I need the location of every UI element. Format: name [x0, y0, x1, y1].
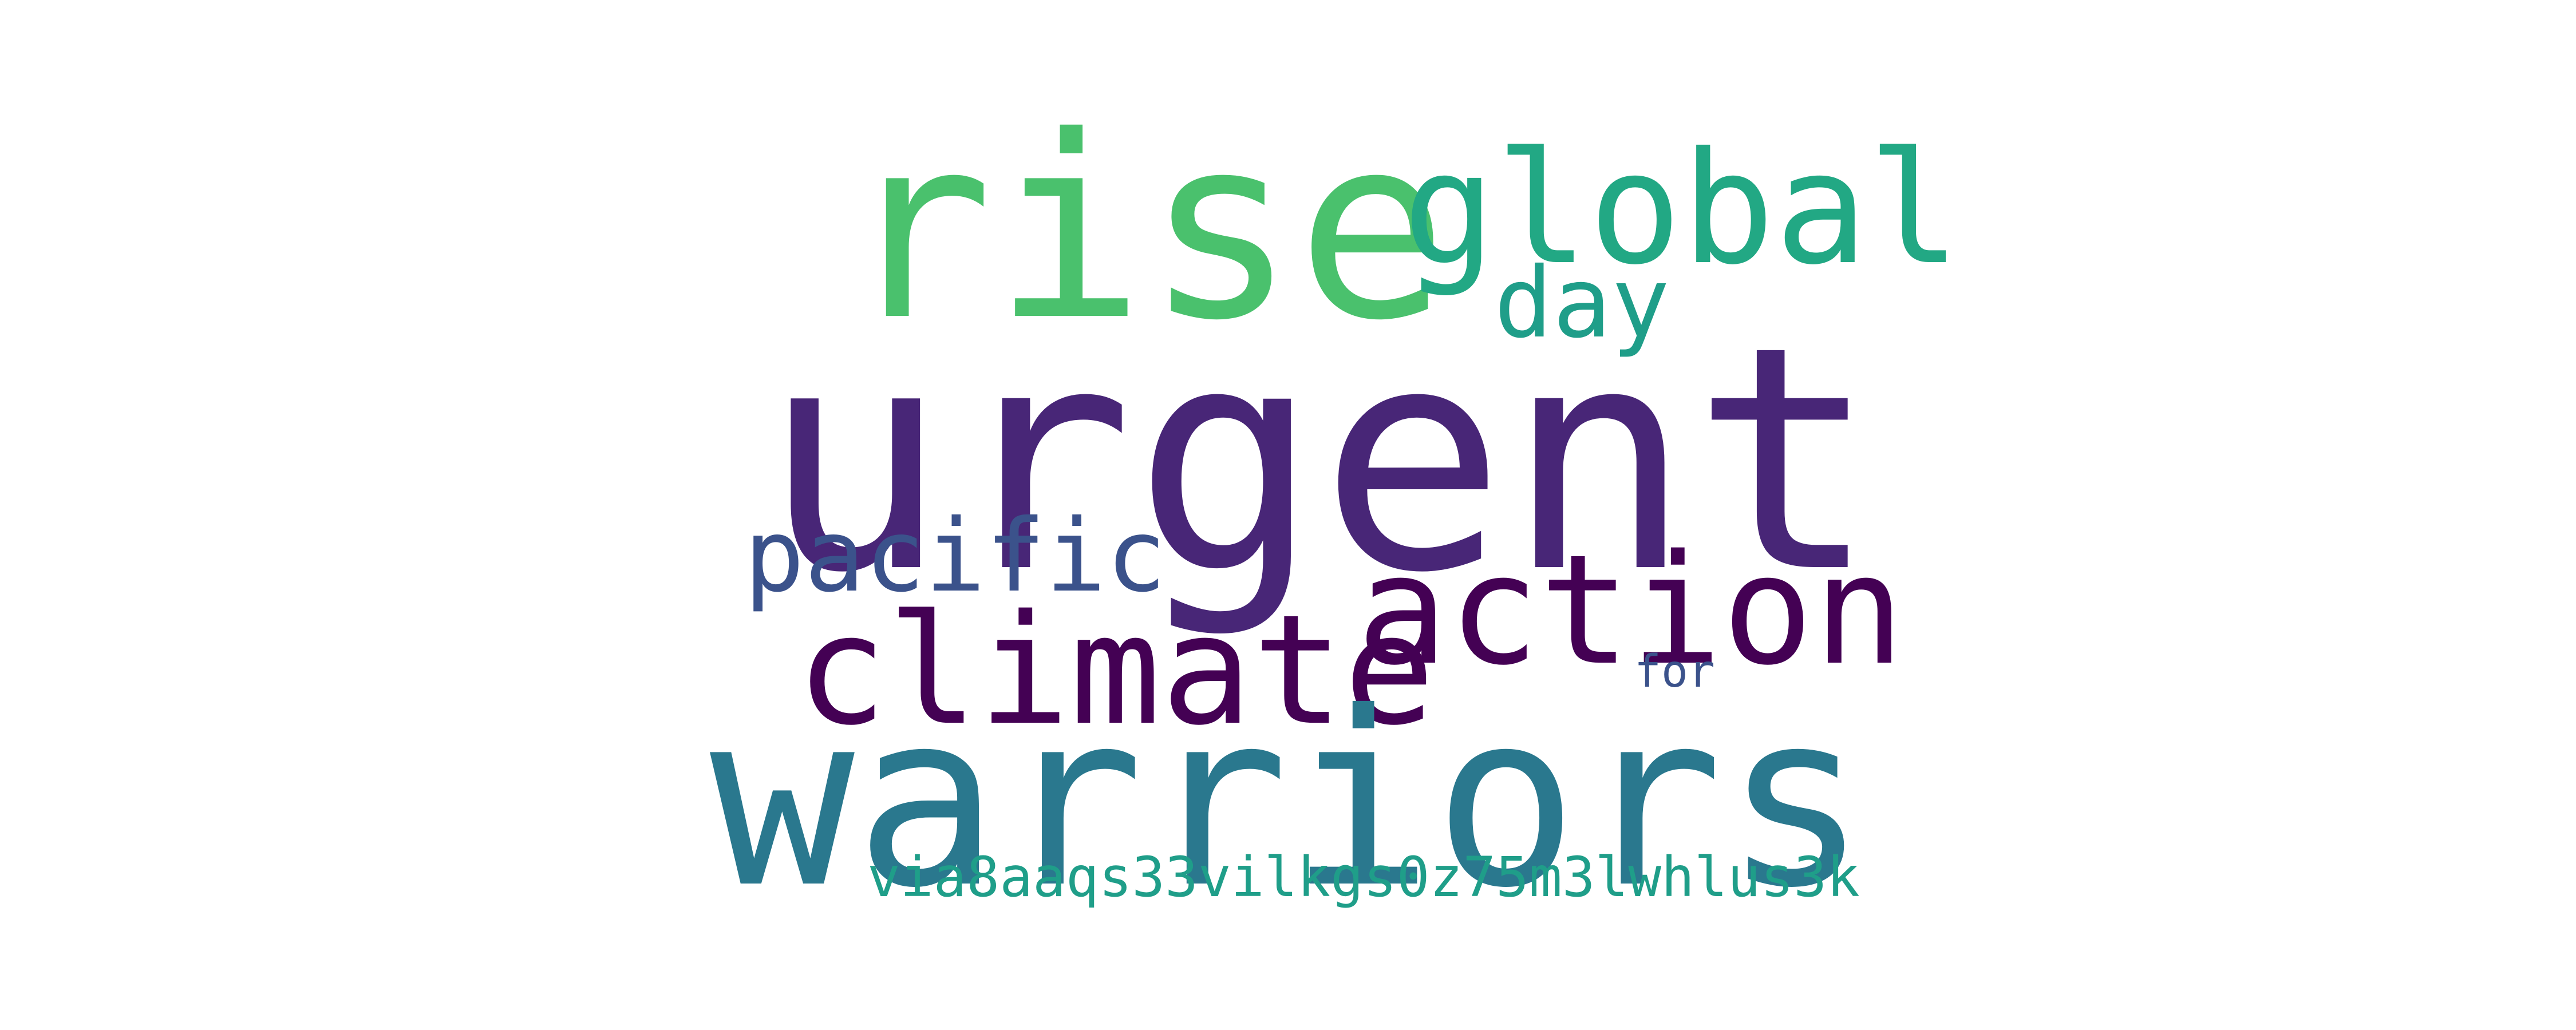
word-rise: rise — [841, 82, 1448, 375]
word-action: action — [1357, 522, 1905, 699]
word-via-link: via8aaqs33vilkgs0z75m3lwhlus3k — [867, 845, 1860, 909]
word-climate: climate — [796, 583, 1435, 759]
word-day: day — [1494, 247, 1670, 360]
word-pacific: pacific — [744, 498, 1167, 615]
word-urgent: urgent — [761, 281, 1878, 640]
word-warriors: warriors — [710, 661, 1868, 941]
word-global: global — [1402, 118, 1961, 299]
word-for: for — [1634, 646, 1715, 698]
